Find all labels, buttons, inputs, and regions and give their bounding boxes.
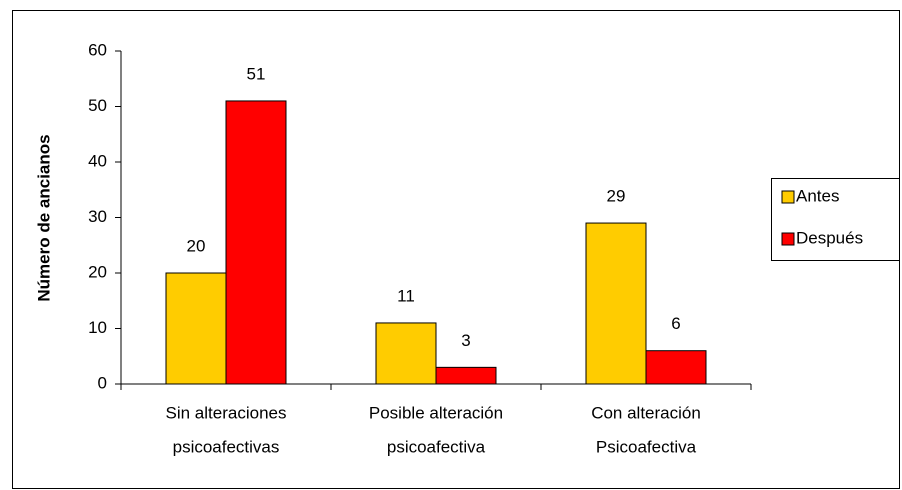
legend-swatch <box>781 190 795 204</box>
y-axis-label: Número de ancianos <box>34 134 53 301</box>
value-label: 11 <box>397 286 415 305</box>
chart-border <box>12 10 900 489</box>
bar <box>375 322 437 385</box>
y-tick-label: 50 <box>88 96 107 115</box>
x-tick-label: Posible alteración <box>369 403 503 422</box>
value-label: 6 <box>671 314 680 333</box>
value-label: 51 <box>247 64 266 83</box>
y-tick-label: 0 <box>98 373 107 392</box>
y-tick-label: 10 <box>88 318 107 337</box>
y-tick-label: 20 <box>88 262 107 281</box>
legend-swatch <box>781 232 795 246</box>
bar <box>645 350 707 385</box>
x-tick-label: Psicoafectiva <box>596 437 697 456</box>
x-tick-label: psicoafectiva <box>387 437 486 456</box>
bar <box>435 366 497 385</box>
bar <box>225 100 287 385</box>
value-label: 29 <box>607 187 626 206</box>
y-tick-label: 60 <box>88 40 107 59</box>
y-tick-label: 30 <box>88 207 107 226</box>
legend-label: Después <box>796 228 863 247</box>
value-label: 3 <box>461 331 470 350</box>
legend-label: Antes <box>796 186 839 205</box>
x-tick-label: Sin alteraciones <box>166 403 287 422</box>
y-tick-label: 40 <box>88 151 107 170</box>
bar <box>165 272 227 385</box>
bar <box>585 222 647 385</box>
x-tick-label: psicoafectivas <box>173 437 280 456</box>
x-tick-label: Con alteración <box>591 403 701 422</box>
value-label: 20 <box>187 236 206 255</box>
